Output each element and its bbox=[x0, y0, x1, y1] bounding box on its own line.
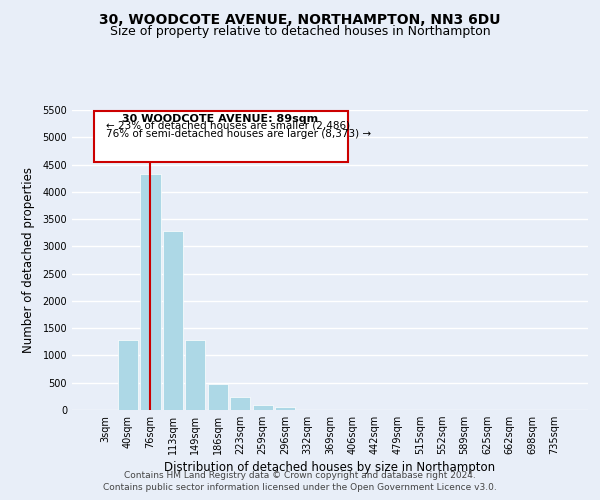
Bar bbox=[275, 408, 295, 410]
Y-axis label: Number of detached properties: Number of detached properties bbox=[22, 167, 35, 353]
Text: 30 WOODCOTE AVENUE: 89sqm: 30 WOODCOTE AVENUE: 89sqm bbox=[122, 114, 318, 124]
Bar bbox=[253, 406, 273, 410]
Bar bbox=[230, 398, 250, 410]
Bar bbox=[208, 384, 228, 410]
Bar bbox=[185, 340, 205, 410]
Text: Size of property relative to detached houses in Northampton: Size of property relative to detached ho… bbox=[110, 25, 490, 38]
Text: 76% of semi-detached houses are larger (8,373) →: 76% of semi-detached houses are larger (… bbox=[106, 128, 371, 138]
Bar bbox=[140, 174, 161, 410]
Text: 30, WOODCOTE AVENUE, NORTHAMPTON, NN3 6DU: 30, WOODCOTE AVENUE, NORTHAMPTON, NN3 6D… bbox=[99, 12, 501, 26]
Bar bbox=[163, 230, 183, 410]
Text: Contains public sector information licensed under the Open Government Licence v3: Contains public sector information licen… bbox=[103, 484, 497, 492]
Text: Contains HM Land Registry data © Crown copyright and database right 2024.: Contains HM Land Registry data © Crown c… bbox=[124, 471, 476, 480]
FancyBboxPatch shape bbox=[94, 111, 348, 162]
X-axis label: Distribution of detached houses by size in Northampton: Distribution of detached houses by size … bbox=[164, 462, 496, 474]
Bar bbox=[118, 340, 138, 410]
Text: ← 23% of detached houses are smaller (2,486): ← 23% of detached houses are smaller (2,… bbox=[106, 120, 350, 130]
